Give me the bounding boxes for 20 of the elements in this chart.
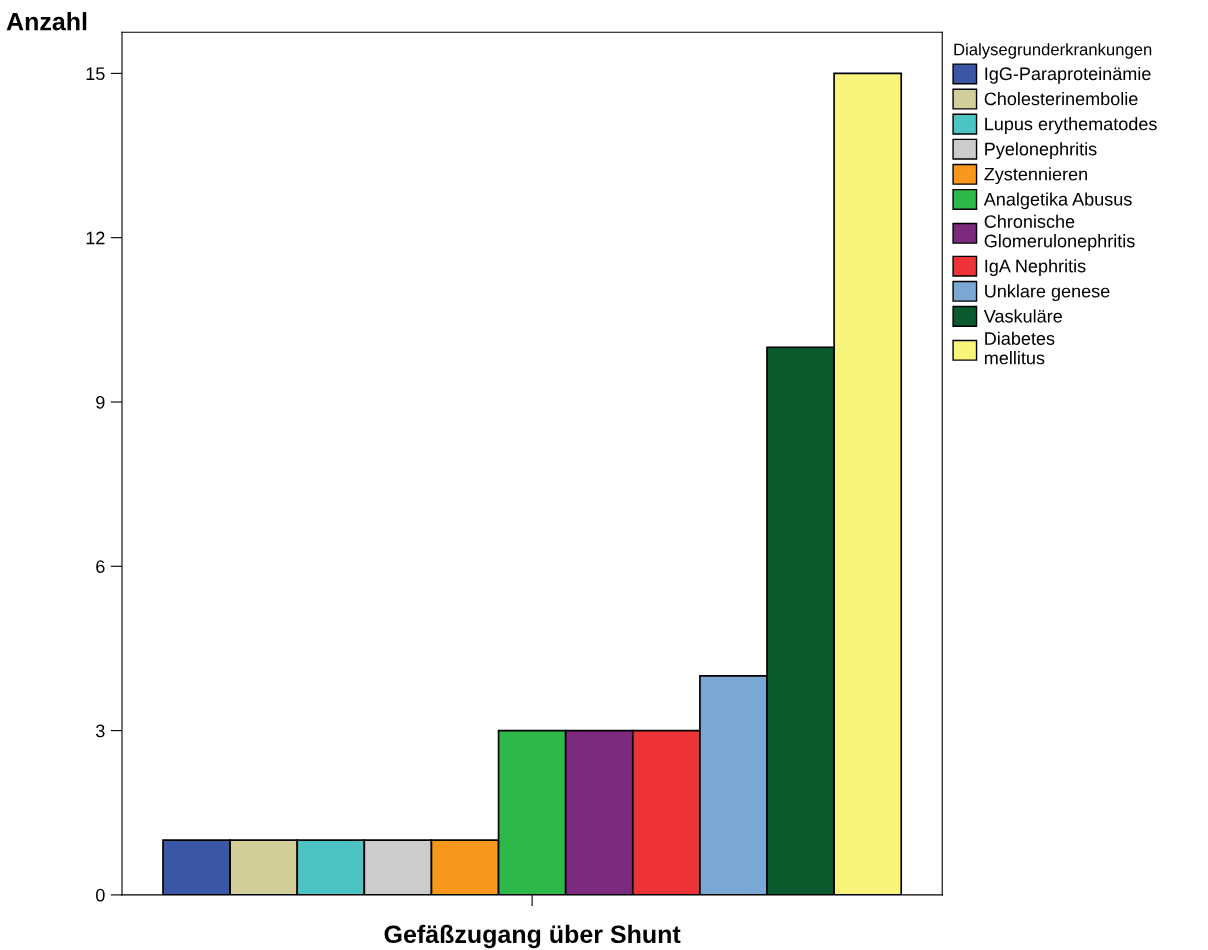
legend-label: Vaskuläre (983, 309, 1062, 323)
legend-label: IgA Nephritis (985, 259, 1086, 276)
legend-label: Analgetika Abusus (983, 192, 1132, 210)
y-tick-label: 6 (96, 560, 105, 574)
legend-label: IgG-Paraproteinämie (985, 66, 1151, 84)
x-axis-title: Gefäßzugang über Shunt (384, 924, 681, 949)
legend-label: Diabetes mellitus (984, 331, 1055, 365)
y-tick-label: 0 (96, 888, 105, 902)
y-tick-label: 9 (96, 395, 105, 409)
legend-label: Unklare genese (985, 284, 1110, 302)
y-axis-title: Anzahl (6, 12, 87, 31)
legend-label: Zystennieren (984, 167, 1087, 185)
y-tick-label: 15 (86, 67, 105, 81)
y-tick-label: 3 (95, 724, 105, 738)
legend-label: Chronische Glomerulonephritis (984, 214, 1135, 251)
legend-title: Dialysegrunderkrankungen (954, 43, 1152, 59)
legend-label: Cholesterinembolie (984, 91, 1138, 106)
legend-label: Pyelonephritis (985, 142, 1097, 160)
y-tick-label: 12 (86, 231, 105, 245)
legend-label: Lupus erythematodes (985, 117, 1157, 134)
